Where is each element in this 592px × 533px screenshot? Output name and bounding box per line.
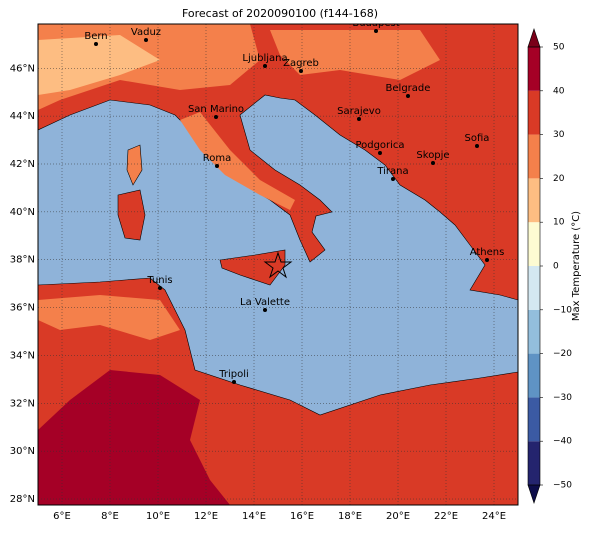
y-tick-label: 46°N — [10, 63, 35, 74]
colorbar-segment — [528, 178, 540, 223]
x-tick-label: 24°E — [482, 511, 506, 522]
colorbar-tick-label: 30 — [553, 130, 565, 140]
land-corsica — [126, 144, 143, 186]
axes: 6°E 8°E 10°E 12°E 14°E 16°E 18°E 20°E 22°E 24°E 28… — [10, 63, 506, 522]
x-tick-label: 20°E — [386, 511, 410, 522]
city-label: San Marino — [188, 104, 244, 115]
x-tick-label: 6°E — [53, 511, 71, 522]
x-tick-label: 10°E — [146, 511, 170, 522]
y-tick-label: 30°N — [10, 446, 35, 457]
colorbar-tick-label: 50 — [553, 43, 565, 53]
y-tick-label: 32°N — [10, 398, 35, 409]
land-sardinia — [117, 189, 146, 241]
city-dot — [378, 151, 382, 155]
colorbar-segment — [528, 397, 540, 442]
colorbar-tick-label: −10 — [553, 305, 572, 315]
colorbar-segment — [528, 266, 540, 310]
x-tick-label: 12°E — [194, 511, 218, 522]
title: Forecast of 2020090100 (f144-168) — [182, 7, 378, 20]
city-dot — [232, 380, 236, 384]
city-dot — [158, 286, 162, 290]
city-label: Bern — [84, 31, 107, 42]
city-label: Zagreb — [283, 58, 319, 69]
colorbar-segment — [528, 134, 540, 179]
colorbar-extend-over — [527, 28, 541, 48]
city-label: Podgorica — [355, 140, 404, 151]
city-label: Tirana — [376, 166, 408, 177]
land-mild-patch — [38, 35, 160, 95]
city-dot — [431, 161, 435, 165]
colorbar-segment — [528, 47, 540, 91]
x-tick-label: 18°E — [338, 511, 362, 522]
graticule — [38, 24, 518, 505]
city-dot — [144, 38, 148, 42]
colorbar-tick-label: −20 — [553, 349, 572, 359]
colorbar-tick-label: 20 — [553, 174, 565, 184]
city-label: Tripoli — [218, 369, 249, 380]
city-label: Budapest — [352, 18, 399, 29]
city-dot — [374, 29, 378, 33]
city-label: La Valette — [240, 297, 290, 308]
city-label: Sofia — [465, 133, 490, 144]
city-dot — [214, 115, 218, 119]
y-tick-label: 34°N — [10, 350, 35, 361]
colorbar-tick-label: −40 — [553, 437, 572, 447]
city-dot — [406, 94, 410, 98]
x-tick-label: 14°E — [242, 511, 266, 522]
colorbar-segment — [528, 309, 540, 354]
colorbar-tick-label: 10 — [553, 218, 565, 228]
x-tick-label: 16°E — [290, 511, 314, 522]
city-label: Skopje — [416, 150, 449, 161]
city-label: Sarajevo — [337, 106, 381, 117]
y-tick-label: 38°N — [10, 255, 35, 266]
y-tick-label: 42°N — [10, 159, 35, 170]
colorbar-segment — [528, 441, 540, 485]
colorbar-extend-under — [527, 484, 541, 504]
land-warm-patch — [270, 30, 440, 80]
colorbar-tick-label: −50 — [553, 481, 572, 491]
city-dot — [263, 64, 267, 68]
map-frame — [37, 23, 519, 506]
land-warm-patch — [38, 295, 180, 340]
colorbar-segment — [528, 90, 540, 135]
x-tick-label: 22°E — [434, 511, 458, 522]
colorbar: −50 −40 −30 −20 −10 0 10 20 30 40 50 — [527, 28, 572, 504]
y-tick-label: 44°N — [10, 111, 35, 122]
city-label: Vaduz — [131, 27, 161, 38]
city-dot — [357, 117, 361, 121]
city-label: Athens — [470, 247, 505, 258]
colorbar-tick-label: −30 — [553, 393, 572, 403]
star-marker — [263, 251, 293, 279]
city-label: Roma — [203, 153, 232, 164]
colorbar-segment — [528, 222, 540, 266]
land-sicily — [219, 249, 286, 286]
colorbar-label: Max Temperature (°C) — [571, 211, 582, 321]
colorbar-tick-label: 0 — [553, 262, 559, 272]
colorbar-segment — [528, 353, 540, 398]
city-dot — [215, 164, 219, 168]
land-hot-patch — [38, 370, 230, 505]
colorbar-tick-label: 40 — [553, 86, 565, 96]
city-dot — [485, 258, 489, 262]
city-dot — [94, 42, 98, 46]
land-warm-patch — [180, 112, 295, 210]
y-tick-label: 28°N — [10, 494, 35, 505]
y-tick-label: 36°N — [10, 303, 35, 314]
x-tick-label: 8°E — [101, 511, 119, 522]
y-tick-label: 40°N — [10, 207, 35, 218]
city-dot — [475, 144, 479, 148]
city-dot — [391, 177, 395, 181]
city-label: Ljubljana — [242, 53, 287, 64]
city-dot — [299, 69, 303, 73]
city-label: Belgrade — [386, 83, 431, 94]
city-dot — [263, 308, 267, 312]
city-label: Tunis — [146, 275, 172, 286]
